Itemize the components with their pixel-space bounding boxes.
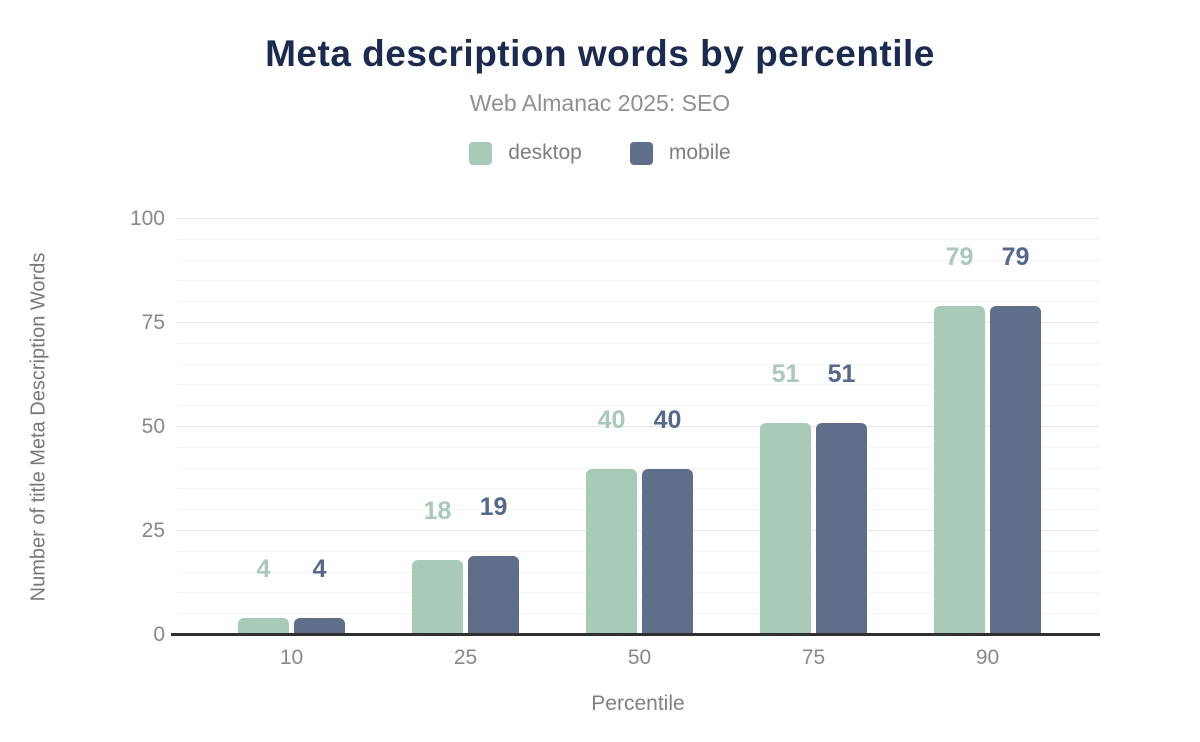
legend-item-mobile[interactable]: mobile	[629, 141, 731, 165]
minor-gridline	[177, 342, 1099, 344]
x-tick-label-10: 10	[279, 646, 304, 669]
desktop-value-label-p50: 40	[597, 405, 626, 434]
desktop-bar-p90[interactable]	[934, 306, 985, 635]
legend-label: desktop	[508, 141, 582, 164]
desktop-bar-p10[interactable]	[238, 618, 289, 635]
minor-gridline	[177, 613, 1099, 615]
mobile-value-label-p50: 40	[653, 405, 682, 434]
minor-gridline	[177, 467, 1099, 469]
legend-item-desktop[interactable]: desktop	[469, 141, 582, 165]
mobile-swatch-icon	[629, 141, 653, 165]
x-axis-title: Percentile	[591, 692, 685, 715]
bar-group-p75: 51 51	[760, 219, 867, 635]
minor-gridline	[177, 238, 1099, 240]
mobile-value-label-p10: 4	[312, 555, 327, 584]
minor-gridline	[177, 405, 1099, 407]
y-tick-label: 25	[141, 519, 165, 542]
desktop-value-label-p25: 18	[423, 497, 452, 526]
desktop-value-label-p10: 4	[256, 555, 271, 584]
desktop-value-label-p75: 51	[771, 359, 800, 388]
mobile-value-label-p25: 19	[479, 492, 508, 521]
plot-area: 4 4 18 19 40 40 51 51 79 79	[177, 218, 1099, 635]
major-gridline	[177, 218, 1099, 219]
minor-gridline	[177, 550, 1099, 552]
y-tick-label: 100	[129, 207, 165, 230]
minor-gridline	[177, 363, 1099, 365]
minor-gridline	[177, 509, 1099, 511]
desktop-bar-p50[interactable]	[586, 468, 637, 635]
bar-group-p25: 18 19	[412, 219, 519, 635]
desktop-bar-p75[interactable]	[760, 422, 811, 635]
desktop-value-label-p90: 79	[945, 243, 974, 272]
minor-gridline	[177, 446, 1099, 448]
mobile-bar-p10[interactable]	[294, 618, 345, 635]
mobile-value-label-p75: 51	[827, 359, 856, 388]
major-gridline	[177, 426, 1099, 427]
x-axis-line	[171, 633, 1100, 636]
legend-label: mobile	[668, 141, 731, 164]
minor-gridline	[177, 592, 1099, 594]
x-tick-label-25: 25	[453, 646, 478, 669]
y-tick-label: 50	[141, 415, 165, 438]
mobile-bar-p75[interactable]	[816, 422, 867, 635]
minor-gridline	[177, 384, 1099, 386]
minor-gridline	[177, 488, 1099, 490]
mobile-bar-p25[interactable]	[468, 555, 519, 635]
major-gridline	[177, 530, 1099, 531]
desktop-swatch-icon	[469, 141, 493, 165]
chart-subtitle: Web Almanac 2025: SEO	[469, 90, 731, 116]
bar-group-p50: 40 40	[586, 219, 693, 635]
mobile-value-label-p90: 79	[1001, 243, 1030, 272]
minor-gridline	[177, 280, 1099, 282]
x-tick-label-50: 50	[627, 646, 652, 669]
minor-gridline	[177, 259, 1099, 261]
bar-group-p90: 79 79	[934, 219, 1041, 635]
major-gridline	[177, 322, 1099, 323]
x-tick-label-90: 90	[975, 646, 1000, 669]
desktop-bar-p25[interactable]	[412, 560, 463, 635]
y-tick-label: 75	[141, 311, 165, 334]
y-tick-label: 0	[153, 623, 165, 646]
mobile-bar-p50[interactable]	[642, 468, 693, 635]
legend: desktop mobile	[0, 141, 1200, 165]
minor-gridline	[177, 301, 1099, 303]
chart-title: Meta description words by percentile	[265, 33, 935, 74]
x-tick-label-75: 75	[801, 646, 826, 669]
mobile-bar-p90[interactable]	[990, 306, 1041, 635]
y-axis-title: Number of title Meta Description Words	[27, 252, 50, 602]
minor-gridline	[177, 571, 1099, 573]
